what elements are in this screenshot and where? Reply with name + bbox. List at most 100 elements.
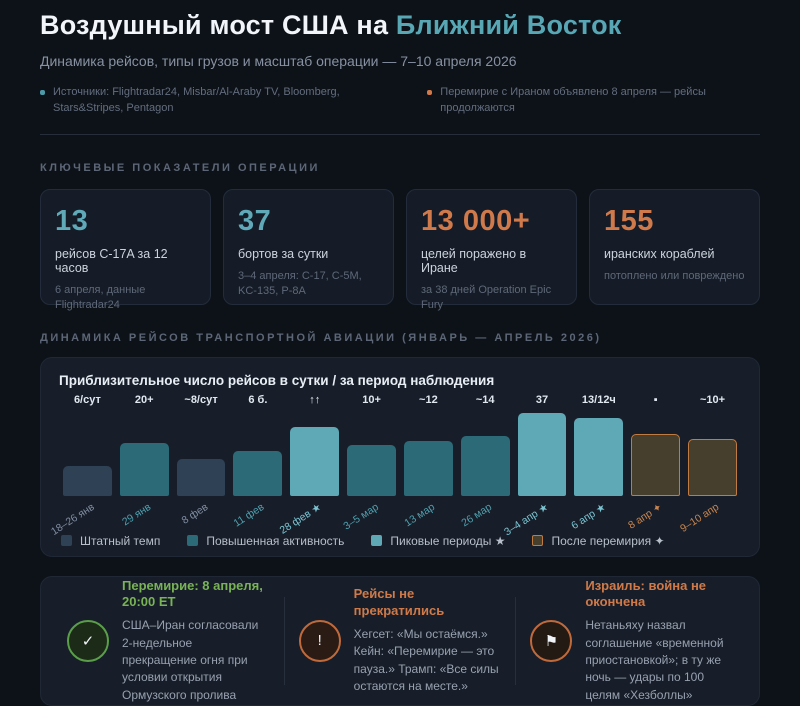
bar-value-label: 6/сут [73,393,101,406]
flag-icon: ⚑ [530,619,573,662]
footnote: ! Рейсы не прекратились Хегсет: «Мы оста… [283,586,516,693]
bar-column: ~14 26 мар [459,393,510,532]
flights-chart-panel: Приблизительное число рейсов в сутки / з… [40,356,760,557]
x-axis-label: 26 мар [459,500,495,530]
bar-value-label: 37 [535,393,549,406]
chart-section-title: ДИНАМИКА РЕЙСОВ ТРАНСПОРТНОЙ АВИАЦИИ (ЯН… [40,331,602,344]
legend-label: Повышенная активность [206,533,345,548]
bar-area [403,410,453,496]
legend-item: После перемирия ✦ [532,533,665,548]
bar-area [176,410,226,496]
kpi-card: 13 000+ целей поражено в Иране за 38 дне… [406,188,577,311]
bar-area [63,410,112,496]
ceasefire-note: Перемирие с Ираном объявлено 8 апреля — … [427,85,760,117]
legend-swatch-icon [187,535,199,547]
x-axis-label-wrap: 8 апр ✦ [626,496,680,532]
bar-area [517,410,567,496]
x-axis-label-wrap: 13 мар [403,496,453,532]
bar-column: 6/сут 18–26 янв [49,393,112,538]
footnote-title: Перемирие: 8 апреля, 20:00 ET [122,577,263,610]
page-title-accent: Ближний Восток [395,10,622,40]
bar-area [233,410,283,496]
x-axis-label-wrap: 28 фев ★ [278,496,339,537]
bar [574,417,624,496]
kpi-subtext: за 38 дней Operation Epic Fury [421,283,552,312]
kpi-card: 155 иранских кораблей потоплено или повр… [589,188,760,305]
legend-swatch-icon [532,535,544,547]
legend-item: Штатный темп [61,534,160,548]
bar-column: ~12 13 мар [403,394,453,532]
kpi-value: 155 [604,204,654,237]
footnote-body: Нетаньяху назвал соглашение «временной п… [585,618,724,702]
kpi-card: 13 рейсов C-17A за 12 часов 6 апреля, да… [40,188,211,311]
kpi-value: 13 [55,204,89,237]
bar-area [290,410,340,496]
header-divider [40,133,760,135]
footnote: ✓ Перемирие: 8 апреля, 20:00 ET США–Иран… [53,578,284,702]
legend-item: Повышенная активность [187,534,344,548]
x-axis-label: 3–4 апр ★ [502,500,552,539]
chart-title: Приблизительное число рейсов в сутки / з… [59,372,495,388]
bar-column: 10+ 3–5 мар [341,393,396,532]
bar-value-label: 13/12ч [581,393,616,406]
sources-note: Источники: Flightradar24, Misbar/Al-Arab… [40,85,392,117]
x-axis-label: 28 фев ★ [277,500,324,537]
bar-column: ↑↑ 28 фев ★ [278,393,340,537]
bar-value-label: 6 б. [248,393,268,406]
page-subtitle: Динамика рейсов, типы грузов и масштаб о… [40,53,517,69]
kpi-value: 13 000+ [421,204,531,237]
bar-column: ▪ 8 апр ✦ [626,393,681,532]
footnote-text: Израиль: война не окончена Нетаньяху наз… [585,578,733,705]
bar-area [460,410,510,496]
sources-bullet-icon [40,90,45,95]
x-axis-label: 11 фев [231,500,267,530]
kpi-subtext: потоплено или повреждено [604,269,745,282]
legend-swatch-icon [371,535,383,547]
bar [460,435,510,496]
x-axis-label: 8 фев [179,500,211,527]
footnote-title: Рейсы не прекратились [353,586,445,619]
x-axis-label-wrap: 6 апр ★ [569,496,623,532]
bar [119,442,169,496]
kpi-card: 37 бортов за сутки 3–4 апреля: C-17, C-5… [223,188,394,305]
bar [403,440,453,496]
footnote-text: Рейсы не прекратились Хегсет: «Мы остаём… [354,586,502,695]
x-axis-label: 9–10 апр [678,500,722,535]
bar [347,444,396,496]
x-axis-label-wrap: 8 фев [177,496,226,532]
kpi-section-title: КЛЮЧЕВЫЕ ПОКАЗАТЕЛИ ОПЕРАЦИИ [40,161,320,174]
bar-value-label: ↑↑ [309,393,321,406]
bar-value-label: 10+ [362,393,381,406]
sources-note-text: Источники: Flightradar24, Misbar/Al-Arab… [53,86,340,114]
bar-value-label: ▪ [653,393,658,406]
x-axis-label-wrap: 9–10 апр [678,496,737,535]
bar [517,412,567,496]
bar-value-label: 20+ [134,393,154,406]
kpi-label: иранских кораблей [604,246,715,261]
bar-column: ~10+ 9–10 апр [678,394,737,535]
page-title: Воздушный мост США на Ближний Восток [40,10,760,41]
x-axis-label-wrap: 29 янв [120,496,169,532]
header-notes: Источники: Flightradar24, Misbar/Al-Arab… [40,85,760,117]
legend-label: После перемирия ✦ [551,533,665,548]
legend-label: Пиковые периоды ★ [390,533,506,548]
bar-column: 6 б. 11 фев [231,393,283,532]
footnote-body: Хегсет: «Мы остаёмся.» Кейн: «Перемирие … [353,626,499,694]
bar [290,426,340,496]
bar-column: 37 3–4 апр ★ [502,393,567,538]
legend-label: Штатный темп [80,533,161,548]
kpi-label: бортов за сутки [238,246,329,261]
x-axis-label: 29 янв [120,500,154,529]
kpi-label: рейсов C-17A за 12 часов [55,246,168,275]
footnote-text: Перемирие: 8 апреля, 20:00 ET США–Иран с… [122,578,270,705]
bar-area [574,410,624,496]
bar-value-label: ~14 [475,393,495,406]
bar-column: 20+ 29 янв [119,393,169,532]
bar-area [347,410,396,496]
footnotes-panel: ✓ Перемирие: 8 апреля, 20:00 ET США–Иран… [40,575,760,706]
legend-item: Пиковые периоды ★ [371,534,505,548]
footnote-title: Израиль: война не окончена [585,577,707,610]
legend-swatch-icon [61,535,72,547]
footnote-body: США–Иран согласовали 2-недельное прекращ… [122,618,259,702]
